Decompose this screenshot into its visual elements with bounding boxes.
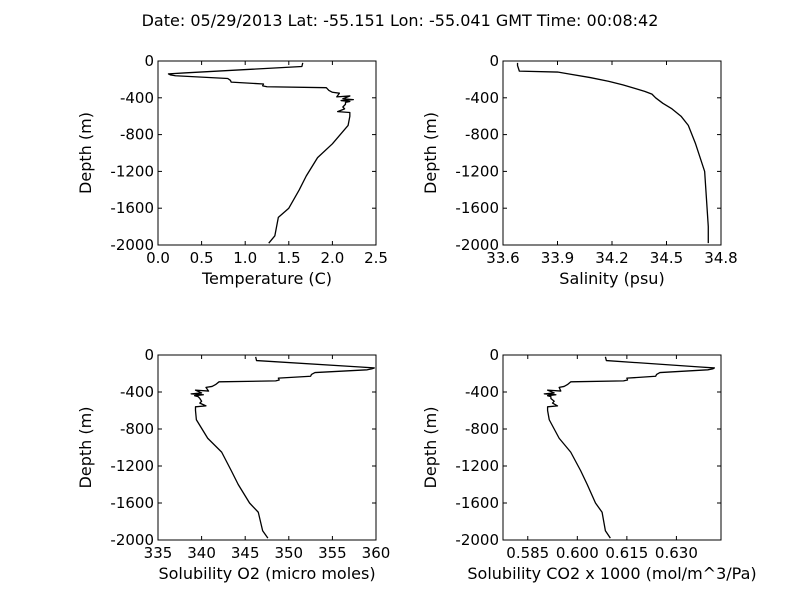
temperature-xtick-label: 2.0 [320,249,344,267]
o2-y-axis-label: Depth (m) [76,407,95,489]
co2-xtick-label: 0.615 [605,544,648,562]
o2-ytick-label: -800 [120,420,154,438]
temperature-xtick-label: 0.0 [146,249,170,267]
salinity-ytick-label: -1600 [455,199,499,217]
o2-ytick-label: -1200 [110,457,154,475]
temperature-ytick-label: -2000 [110,236,154,254]
co2-xtick-label: 0.585 [506,544,549,562]
co2-ytick-label: 0 [489,346,499,364]
o2-xtick-label: 340 [187,544,216,562]
salinity-y-axis-label: Depth (m) [421,112,440,194]
o2-axes-frame [157,354,377,541]
o2-ytick-label: -2000 [110,531,154,549]
co2-ytick-label: -1200 [455,457,499,475]
salinity-panel: 33.6 33.9 34.2 34.5 34.8 0 -400 -800 -1200 -1600 -… [421,52,738,288]
o2-xtick-label: 360 [362,544,391,562]
o2-ytick-label: 0 [144,346,154,364]
temperature-axes-frame [157,60,377,246]
co2-axes-frame [502,354,722,541]
salinity-series-line-0 [516,62,709,244]
co2-ytick-label: -1600 [455,494,499,512]
temperature-ytick-label: 0 [144,52,154,70]
co2-ytick-label: -400 [465,383,499,401]
salinity-xtick-label: 34.8 [704,249,737,267]
temperature-xtick-label: 1.0 [233,249,257,267]
salinity-ytick-label: -1200 [455,162,499,180]
temperature-xtick-label: 0.5 [190,249,214,267]
salinity-xtick-label: 34.5 [650,249,683,267]
co2-series-line-0 [543,356,716,539]
temperature-panel: 0.0 0.5 1.0 1.5 2.0 2.5 0 -400 -800 -1200 -1600 -20… [76,52,388,288]
temperature-ytick-label: -1200 [110,162,154,180]
co2-panel: 0.585 0.600 0.615 0.630 0 -400 -800 -1200 -1600 -… [421,346,757,583]
salinity-xtick-label: 33.9 [541,249,574,267]
temperature-ytick-label: -1600 [110,199,154,217]
salinity-x-axis-label: Salinity (psu) [559,269,664,288]
temperature-ytick-label: -800 [120,126,154,144]
temperature-xtick-label: 1.5 [277,249,301,267]
co2-xtick-label: 0.600 [556,544,599,562]
figure-title: Date: 05/29/2013 Lat: -55.151 Lon: -55.0… [142,11,659,30]
co2-y-axis-label: Depth (m) [421,407,440,489]
salinity-ytick-label: -2000 [455,236,499,254]
o2-ytick-label: -400 [120,383,154,401]
salinity-ytick-label: -800 [465,126,499,144]
salinity-axes-frame [502,60,722,246]
co2-ytick-label: -2000 [455,531,499,549]
o2-xtick-label: 355 [318,544,347,562]
temperature-xtick-label: 2.5 [364,249,388,267]
o2-x-axis-label: Solubility O2 (micro moles) [158,564,375,583]
o2-ytick-label: -1600 [110,494,154,512]
o2-xtick-label: 350 [274,544,303,562]
temperature-ytick-label: -400 [120,89,154,107]
temperature-series-line-0 [167,62,354,244]
o2-series-line-0 [190,356,375,539]
co2-x-axis-label: Solubility CO2 x 1000 (mol/m^3/Pa) [467,564,756,583]
salinity-xtick-label: 33.6 [486,249,519,267]
o2-xtick-label: 345 [231,544,260,562]
o2-panel: 335 340 345 350 355 360 0 -400 -800 -1200 -1600 -20… [76,346,390,583]
salinity-xtick-label: 34.2 [595,249,628,267]
salinity-ytick-label: 0 [489,52,499,70]
co2-xtick-label: 0.630 [655,544,698,562]
o2-xtick-label: 335 [144,544,173,562]
temperature-x-axis-label: Temperature (C) [201,269,332,288]
salinity-ytick-label: -400 [465,89,499,107]
co2-ytick-label: -800 [465,420,499,438]
temperature-y-axis-label: Depth (m) [76,112,95,194]
